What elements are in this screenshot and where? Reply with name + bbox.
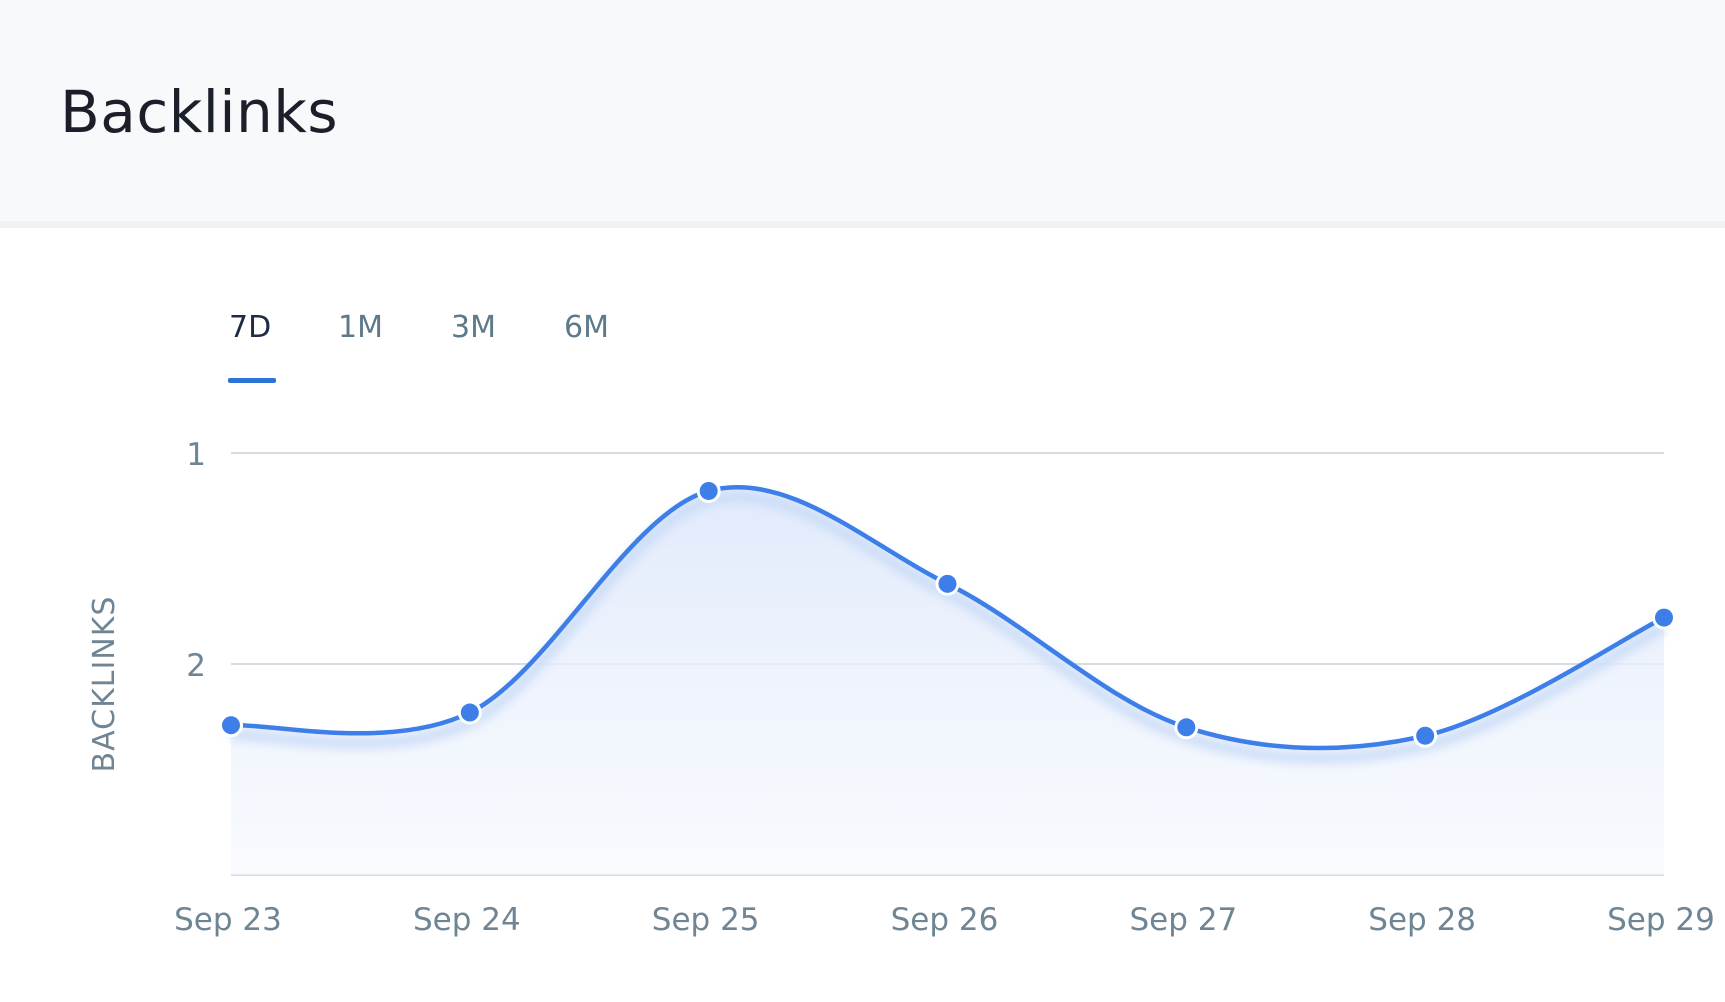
data-point[interactable] xyxy=(1177,718,1196,737)
x-tick-label: Sep 28 xyxy=(1368,902,1476,938)
x-tick-label: Sep 25 xyxy=(652,902,760,938)
tab-3m[interactable]: 3M xyxy=(451,310,496,345)
tab-6m[interactable]: 6M xyxy=(564,310,609,345)
page-title: Backlinks xyxy=(60,78,339,146)
x-tick-label: Sep 29 xyxy=(1607,902,1715,938)
data-point[interactable] xyxy=(222,716,240,735)
y-tick-label: 1 xyxy=(186,437,206,473)
y-tick-label: 2 xyxy=(186,648,206,684)
tab-1m[interactable]: 1M xyxy=(338,310,383,345)
x-tick-label: Sep 24 xyxy=(413,902,521,938)
tab-7d[interactable]: 7D xyxy=(229,310,272,345)
x-tick-label: Sep 26 xyxy=(891,902,999,938)
data-point[interactable] xyxy=(460,703,479,722)
y-axis-title: BACKLINKS xyxy=(87,596,122,773)
active-tab-indicator xyxy=(228,378,276,383)
x-tick-label: Sep 27 xyxy=(1129,902,1237,938)
header-bar: Backlinks xyxy=(0,0,1725,228)
x-tick-label: Sep 23 xyxy=(174,902,282,938)
data-point[interactable] xyxy=(1416,726,1435,745)
data-point[interactable] xyxy=(1655,608,1673,627)
data-point[interactable] xyxy=(699,481,718,500)
data-point[interactable] xyxy=(938,574,957,593)
area-fill xyxy=(231,487,1664,875)
